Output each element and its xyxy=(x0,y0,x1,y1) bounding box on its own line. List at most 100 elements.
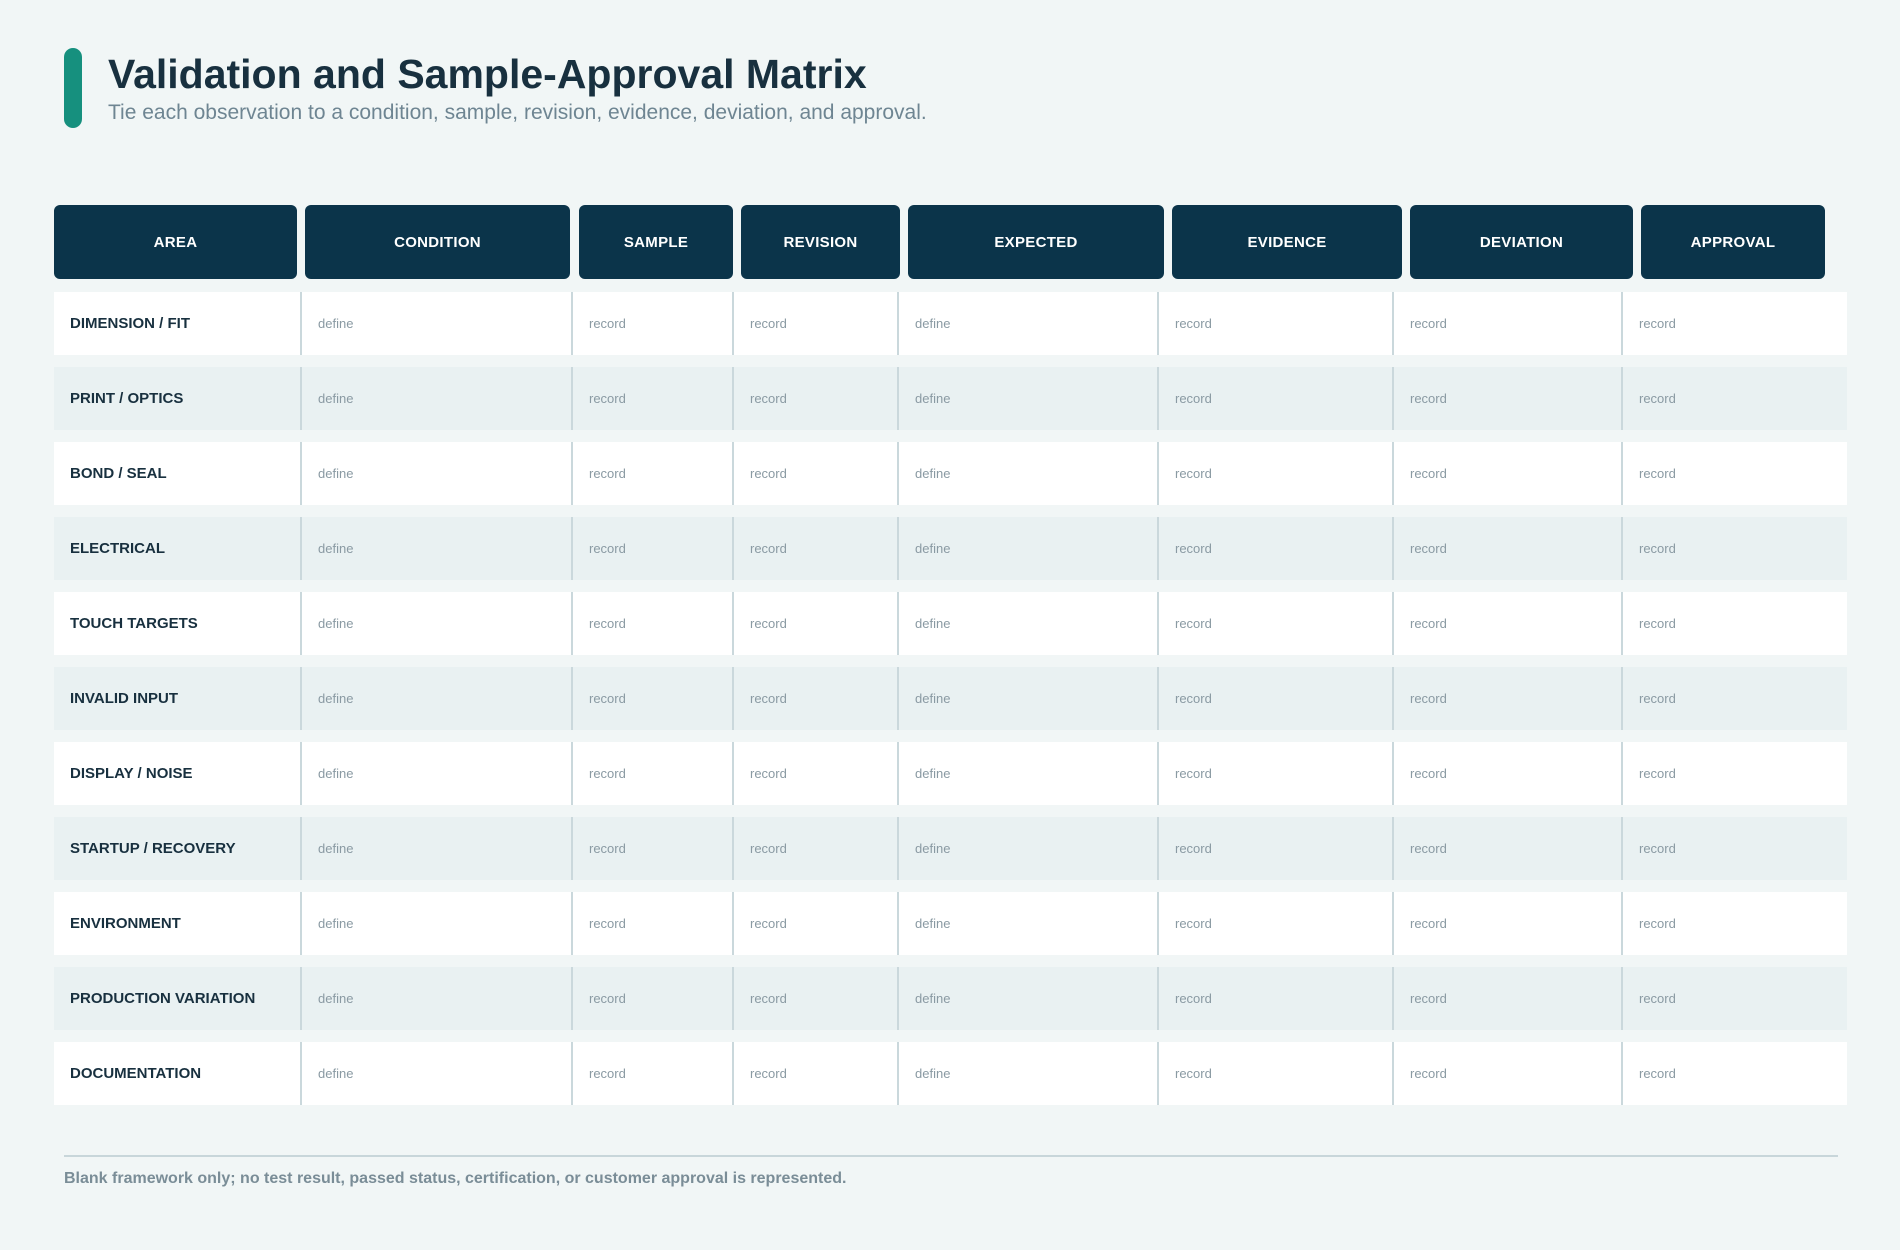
cell-condition[interactable]: define xyxy=(318,541,354,556)
column-header-deviation: DEVIATION xyxy=(1410,205,1633,279)
table-row: DOCUMENTATION define record record define rec… xyxy=(54,1042,1847,1105)
column-divider xyxy=(732,517,734,580)
cell-evidence[interactable]: record xyxy=(1175,766,1212,781)
column-divider xyxy=(897,967,899,1030)
cell-evidence[interactable]: record xyxy=(1175,466,1212,481)
column-divider xyxy=(300,667,302,730)
cell-condition[interactable]: define xyxy=(318,391,354,406)
cell-condition[interactable]: define xyxy=(318,841,354,856)
cell-expected[interactable]: define xyxy=(915,541,951,556)
cell-sample[interactable]: record xyxy=(589,466,626,481)
cell-evidence[interactable]: record xyxy=(1175,1066,1212,1081)
cell-sample[interactable]: record xyxy=(589,1066,626,1081)
column-divider xyxy=(1392,292,1394,355)
cell-revision[interactable]: record xyxy=(750,466,787,481)
cell-approval[interactable]: record xyxy=(1639,616,1676,631)
cell-expected[interactable]: define xyxy=(915,466,951,481)
column-divider xyxy=(300,367,302,430)
cell-expected[interactable]: define xyxy=(915,841,951,856)
cell-sample[interactable]: record xyxy=(589,691,626,706)
cell-condition[interactable]: define xyxy=(318,616,354,631)
cell-evidence[interactable]: record xyxy=(1175,316,1212,331)
row-area-label: PRODUCTION VARIATION xyxy=(70,990,256,1007)
cell-condition[interactable]: define xyxy=(318,691,354,706)
cell-evidence[interactable]: record xyxy=(1175,916,1212,931)
cell-revision[interactable]: record xyxy=(750,391,787,406)
cell-revision[interactable]: record xyxy=(750,691,787,706)
column-divider xyxy=(300,742,302,805)
column-divider xyxy=(732,1042,734,1105)
cell-evidence[interactable]: record xyxy=(1175,541,1212,556)
cell-deviation[interactable]: record xyxy=(1410,691,1447,706)
cell-condition[interactable]: define xyxy=(318,316,354,331)
cell-sample[interactable]: record xyxy=(589,766,626,781)
cell-expected[interactable]: define xyxy=(915,316,951,331)
cell-deviation[interactable]: record xyxy=(1410,991,1447,1006)
cell-deviation[interactable]: record xyxy=(1410,541,1447,556)
cell-condition[interactable]: define xyxy=(318,991,354,1006)
column-divider xyxy=(732,442,734,505)
cell-expected[interactable]: define xyxy=(915,391,951,406)
table-row: TOUCH TARGETS define record record define rec… xyxy=(54,592,1847,655)
cell-expected[interactable]: define xyxy=(915,691,951,706)
cell-sample[interactable]: record xyxy=(589,391,626,406)
column-divider xyxy=(897,442,899,505)
cell-evidence[interactable]: record xyxy=(1175,391,1212,406)
cell-evidence[interactable]: record xyxy=(1175,841,1212,856)
cell-approval[interactable]: record xyxy=(1639,691,1676,706)
cell-condition[interactable]: define xyxy=(318,766,354,781)
cell-approval[interactable]: record xyxy=(1639,916,1676,931)
cell-sample[interactable]: record xyxy=(589,991,626,1006)
cell-approval[interactable]: record xyxy=(1639,466,1676,481)
cell-evidence[interactable]: record xyxy=(1175,616,1212,631)
cell-approval[interactable]: record xyxy=(1639,541,1676,556)
cell-revision[interactable]: record xyxy=(750,616,787,631)
cell-approval[interactable]: record xyxy=(1639,391,1676,406)
column-divider xyxy=(571,742,573,805)
cell-condition[interactable]: define xyxy=(318,1066,354,1081)
cell-deviation[interactable]: record xyxy=(1410,391,1447,406)
cell-expected[interactable]: define xyxy=(915,991,951,1006)
table-row: ELECTRICAL define record record define record… xyxy=(54,517,1847,580)
cell-revision[interactable]: record xyxy=(750,316,787,331)
cell-evidence[interactable]: record xyxy=(1175,691,1212,706)
cell-deviation[interactable]: record xyxy=(1410,766,1447,781)
cell-revision[interactable]: record xyxy=(750,916,787,931)
cell-condition[interactable]: define xyxy=(318,466,354,481)
column-divider xyxy=(732,742,734,805)
cell-sample[interactable]: record xyxy=(589,841,626,856)
cell-sample[interactable]: record xyxy=(589,616,626,631)
cell-deviation[interactable]: record xyxy=(1410,316,1447,331)
cell-revision[interactable]: record xyxy=(750,1066,787,1081)
cell-expected[interactable]: define xyxy=(915,766,951,781)
column-header-revision: REVISION xyxy=(741,205,900,279)
cell-deviation[interactable]: record xyxy=(1410,1066,1447,1081)
column-divider xyxy=(300,592,302,655)
cell-revision[interactable]: record xyxy=(750,766,787,781)
cell-approval[interactable]: record xyxy=(1639,766,1676,781)
cell-deviation[interactable]: record xyxy=(1410,466,1447,481)
column-divider xyxy=(1621,967,1623,1030)
cell-evidence[interactable]: record xyxy=(1175,991,1212,1006)
row-area-label: ELECTRICAL xyxy=(70,540,165,557)
cell-sample[interactable]: record xyxy=(589,541,626,556)
cell-deviation[interactable]: record xyxy=(1410,916,1447,931)
cell-approval[interactable]: record xyxy=(1639,316,1676,331)
cell-approval[interactable]: record xyxy=(1639,991,1676,1006)
cell-expected[interactable]: define xyxy=(915,616,951,631)
cell-sample[interactable]: record xyxy=(589,316,626,331)
column-divider xyxy=(732,892,734,955)
cell-condition[interactable]: define xyxy=(318,916,354,931)
cell-deviation[interactable]: record xyxy=(1410,841,1447,856)
cell-deviation[interactable]: record xyxy=(1410,616,1447,631)
cell-sample[interactable]: record xyxy=(589,916,626,931)
cell-revision[interactable]: record xyxy=(750,841,787,856)
cell-approval[interactable]: record xyxy=(1639,841,1676,856)
cell-revision[interactable]: record xyxy=(750,991,787,1006)
cell-expected[interactable]: define xyxy=(915,916,951,931)
cell-expected[interactable]: define xyxy=(915,1066,951,1081)
cell-approval[interactable]: record xyxy=(1639,1066,1676,1081)
cell-revision[interactable]: record xyxy=(750,541,787,556)
column-divider xyxy=(571,667,573,730)
column-header-evidence: EVIDENCE xyxy=(1172,205,1402,279)
